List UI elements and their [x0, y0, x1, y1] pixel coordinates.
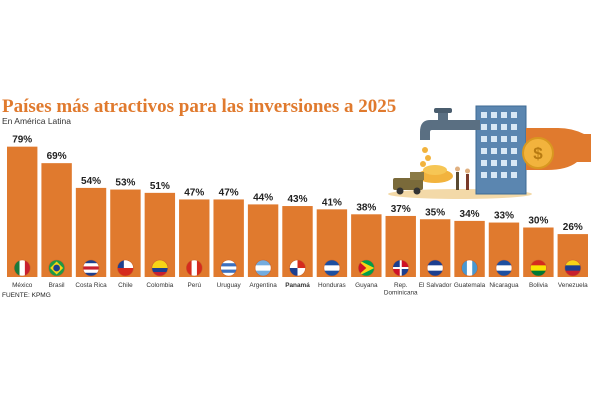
category-label-12: El Salvador [419, 282, 453, 289]
value-label-4: 51% [150, 181, 170, 192]
value-label-8: 43% [287, 194, 307, 205]
category-label-15: Bolivia [529, 282, 548, 289]
value-label-13: 34% [460, 209, 480, 220]
value-label-9: 41% [322, 197, 342, 208]
category-label-3: Chile [118, 282, 133, 289]
colombia-flag-icon [151, 259, 169, 277]
venezuela-flag-icon [564, 259, 582, 277]
category-label-7: Argentina [249, 282, 277, 289]
category-label-9: Honduras [318, 282, 346, 289]
category-label-1: Brasil [49, 282, 65, 289]
value-label-7: 44% [253, 192, 273, 203]
value-label-1: 69% [47, 151, 67, 162]
category-label-5: Perú [188, 282, 202, 289]
value-label-12: 35% [425, 207, 445, 218]
value-label-6: 47% [219, 187, 239, 198]
category-label-4: Colombia [146, 282, 173, 289]
uruguay-flag-icon [220, 259, 237, 277]
category-label-16: Venezuela [558, 282, 588, 289]
value-label-2: 54% [81, 176, 101, 187]
category-label-2: Costa Rica [75, 282, 107, 289]
category-label-0: México [12, 282, 33, 289]
dominican-republic-flag-icon [392, 259, 410, 277]
panama-flag-icon [289, 259, 306, 277]
value-label-3: 53% [115, 178, 135, 189]
value-label-14: 33% [494, 211, 514, 222]
category-label-6: Uruguay [217, 282, 242, 289]
category-label-10: Guyana [355, 282, 378, 289]
guyana-flag-icon [358, 259, 375, 277]
value-label-15: 30% [528, 216, 548, 227]
value-label-11: 37% [391, 204, 411, 215]
category-label-13: Guatemala [454, 282, 486, 289]
chile-flag-icon [117, 259, 134, 277]
value-label-16: 26% [563, 222, 583, 233]
bar-0 [7, 146, 38, 277]
value-label-5: 47% [184, 187, 204, 198]
chart-title: Países más atractivos para las inversion… [2, 96, 396, 117]
mexico-flag-icon [13, 259, 31, 277]
argentina-flag-icon [254, 259, 272, 277]
category-label-14: Nicaragua [489, 282, 519, 289]
chart-subtitle: En América Latina [2, 116, 71, 126]
nicaragua-flag-icon [495, 259, 513, 277]
category-label-8: Panamá [285, 282, 310, 289]
peru-flag-icon [185, 259, 203, 277]
costa-rica-flag-icon [82, 259, 100, 277]
faucet-building-money-hand-illustration: $ [388, 105, 591, 199]
bolivia-flag-icon [530, 259, 547, 277]
bar-1 [41, 163, 72, 277]
brazil-flag-icon [48, 259, 65, 277]
value-label-10: 38% [356, 202, 376, 213]
value-label-0: 79% [12, 135, 32, 146]
source-note: FUENTE: KPMG [2, 292, 51, 299]
el-salvador-flag-icon [426, 259, 444, 277]
honduras-flag-icon [323, 259, 341, 277]
category-label-11: Rep. Dominicana [384, 282, 418, 297]
guatemala-flag-icon [461, 259, 478, 277]
svg-text:$: $ [533, 144, 543, 163]
